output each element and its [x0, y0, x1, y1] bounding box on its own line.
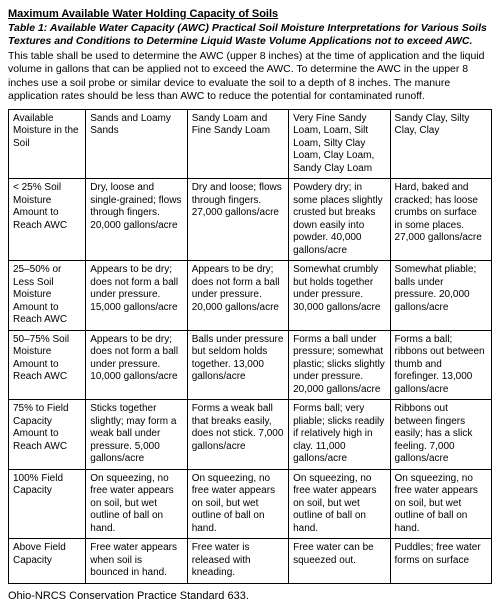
table-row: 100% Field Capacity On squeezing, no fre…: [9, 469, 492, 539]
cell: Appears to be dry; does not form a ball …: [187, 261, 288, 331]
table-subtitle: Table 1: Available Water Capacity (AWC) …: [8, 22, 492, 48]
cell: Appears to be dry; does not form a ball …: [86, 261, 187, 331]
cell: Free water can be squeezed out.: [289, 539, 390, 584]
page-title: Maximum Available Water Holding Capacity…: [8, 8, 492, 20]
cell: Forms ball; very pliable; slicks readily…: [289, 400, 390, 470]
cell: On squeezing, no free water appears on s…: [289, 469, 390, 539]
table-header-row: Available Moisture in the Soil Sands and…: [9, 109, 492, 179]
cell: 75% to Field Capacity Amount to Reach AW…: [9, 400, 86, 470]
cell: Balls under pressure but seldom holds to…: [187, 330, 288, 400]
cell: < 25% Soil Moisture Amount to Reach AWC: [9, 179, 86, 261]
table-row: < 25% Soil Moisture Amount to Reach AWC …: [9, 179, 492, 261]
table-row: 50–75% Soil Moisture Amount to Reach AWC…: [9, 330, 492, 400]
table-row: 75% to Field Capacity Amount to Reach AW…: [9, 400, 492, 470]
cell: Above Field Capacity: [9, 539, 86, 584]
cell: Dry and loose; flows through fingers. 27…: [187, 179, 288, 261]
col-header: Sandy Loam and Fine Sandy Loam: [187, 109, 288, 179]
cell: On squeezing, no free water appears on s…: [390, 469, 491, 539]
cell: Free water is released with kneading.: [187, 539, 288, 584]
table-row: Above Field Capacity Free water appears …: [9, 539, 492, 584]
table-row: 25–50% or Less Soil Moisture Amount to R…: [9, 261, 492, 331]
cell: Hard, baked and cracked; has loose crumb…: [390, 179, 491, 261]
col-header: Available Moisture in the Soil: [9, 109, 86, 179]
cell: 50–75% Soil Moisture Amount to Reach AWC: [9, 330, 86, 400]
cell: Somewhat crumbly but holds together unde…: [289, 261, 390, 331]
cell: Forms a ball under pressure; somewhat pl…: [289, 330, 390, 400]
cell: 25–50% or Less Soil Moisture Amount to R…: [9, 261, 86, 331]
awc-table: Available Moisture in the Soil Sands and…: [8, 109, 492, 584]
cell: Puddles; free water forms on surface: [390, 539, 491, 584]
intro-text: This table shall be used to determine th…: [8, 50, 492, 103]
cell: Forms a weak ball that breaks easily, do…: [187, 400, 288, 470]
cell: Appears to be dry; does not form a ball …: [86, 330, 187, 400]
footer-citation: Ohio-NRCS Conservation Practice Standard…: [8, 590, 492, 602]
cell: Free water appears when soil is bounced …: [86, 539, 187, 584]
cell: On squeezing, no free water appears on s…: [86, 469, 187, 539]
cell: Somewhat pliable; balls under pressure. …: [390, 261, 491, 331]
cell: Powdery dry; in some places slightly cru…: [289, 179, 390, 261]
col-header: Very Fine Sandy Loam, Loam, Silt Loam, S…: [289, 109, 390, 179]
cell: On squeezing, no free water appears on s…: [187, 469, 288, 539]
table-body: < 25% Soil Moisture Amount to Reach AWC …: [9, 179, 492, 584]
cell: Ribbons out between fingers easily; has …: [390, 400, 491, 470]
cell: Dry, loose and single-grained; flows thr…: [86, 179, 187, 261]
cell: Forms a ball; ribbons out between thumb …: [390, 330, 491, 400]
col-header: Sandy Clay, Silty Clay, Clay: [390, 109, 491, 179]
col-header: Sands and Loamy Sands: [86, 109, 187, 179]
cell: 100% Field Capacity: [9, 469, 86, 539]
cell: Sticks together slightly; may form a wea…: [86, 400, 187, 470]
